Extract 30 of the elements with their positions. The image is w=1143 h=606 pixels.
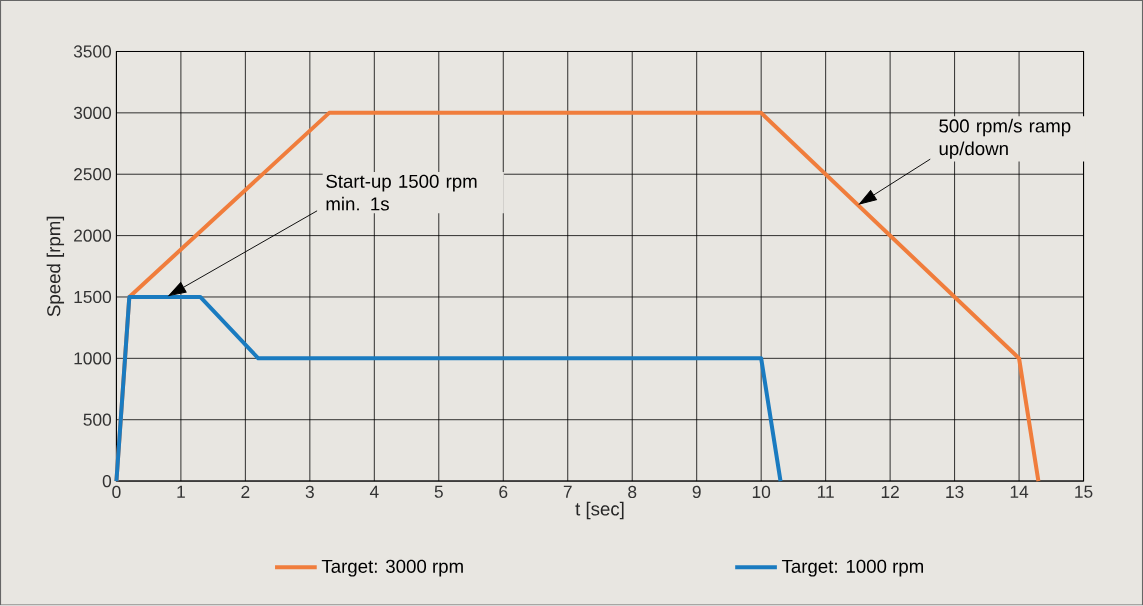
x-tick-label: 14	[1010, 486, 1029, 498]
y-tick-label: 3000	[73, 106, 112, 120]
x-tick-label: 6	[499, 486, 508, 499]
x-tick-label: 7	[563, 486, 572, 498]
annotation: 500 rpm/s ramp up/down	[939, 119, 1071, 160]
x-tick-label: 11	[817, 486, 834, 498]
y-tick-label: 0	[102, 475, 112, 488]
x-tick-label: 1	[177, 486, 185, 498]
x-tick-label: 5	[434, 486, 443, 499]
x-tick-label: 12	[881, 486, 899, 499]
y-tick-label: 1500	[74, 291, 112, 304]
x-tick-label: 2	[241, 486, 250, 499]
y-tick-label: 500	[83, 413, 112, 427]
annotation: Start-up 1500 rpm min. 1s	[326, 174, 477, 211]
y-tick-label: 2500	[74, 168, 112, 181]
legend-label: Target: 1000 rpm	[781, 559, 923, 577]
x-tick-label: 3	[305, 486, 314, 499]
x-tick-label: 10	[752, 486, 771, 499]
x-tick-label: 15	[1075, 486, 1093, 499]
legend-label: Target: 3000 rpm	[321, 559, 463, 577]
x-tick-label: 4	[369, 486, 379, 498]
y-tick-label: 2000	[74, 229, 112, 242]
y-tick-label: 3500	[73, 45, 112, 58]
x-axis-title: t [sec]	[575, 502, 624, 520]
y-tick-label: 1000	[74, 352, 112, 365]
y-axis-title: Speed [rpm]	[46, 217, 65, 317]
x-tick-label: 8	[628, 486, 637, 499]
x-tick-label: 0	[112, 486, 121, 499]
x-tick-label: 13	[946, 486, 964, 499]
x-tick-label: 9	[692, 486, 701, 499]
